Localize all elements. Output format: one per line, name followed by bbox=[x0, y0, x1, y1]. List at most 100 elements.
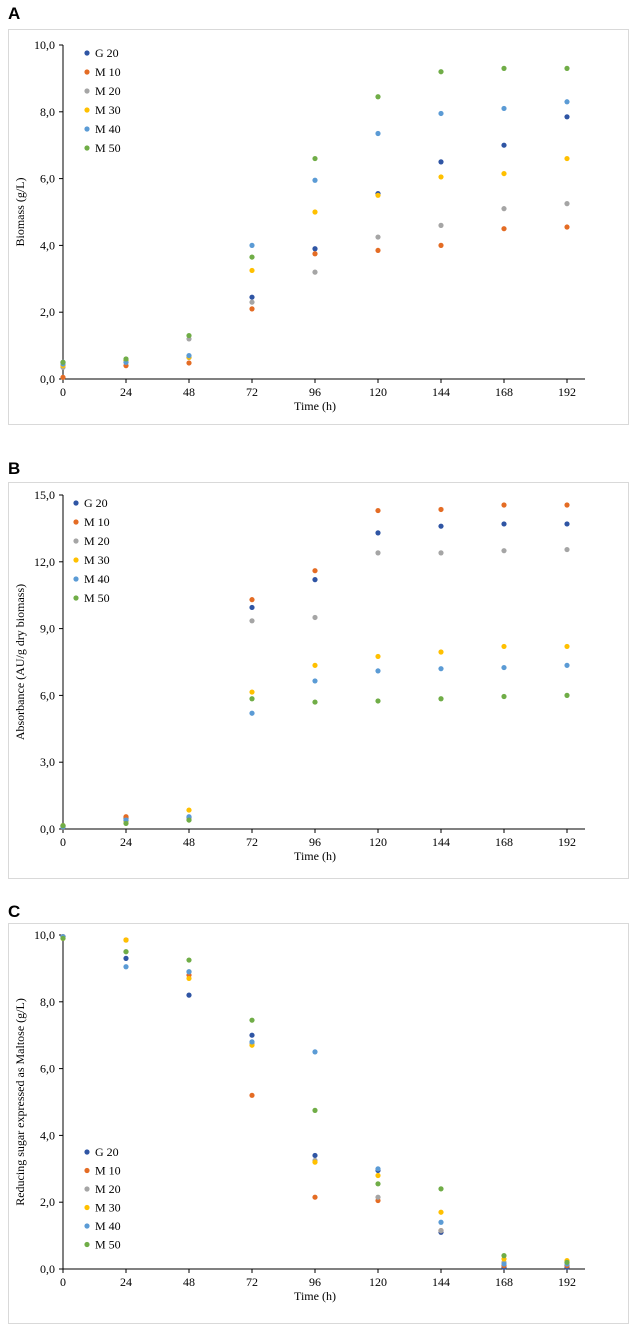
x-tick-label-b: 120 bbox=[369, 835, 387, 849]
data-point-b-m50 bbox=[249, 696, 255, 702]
panel-label-a: A bbox=[8, 4, 21, 23]
data-point-c-m40 bbox=[438, 1219, 444, 1225]
data-point-a-g20 bbox=[249, 294, 255, 300]
data-point-c-m40 bbox=[123, 964, 129, 970]
x-tick-label-b: 96 bbox=[309, 835, 321, 849]
x-tick-label-b: 192 bbox=[558, 835, 576, 849]
x-axis-title-a: Time (h) bbox=[294, 399, 336, 413]
x-tick-label-a: 192 bbox=[558, 385, 576, 399]
y-tick-label-a: 2,0 bbox=[40, 305, 55, 319]
data-point-a-m20 bbox=[501, 206, 507, 212]
data-point-b-m10 bbox=[375, 507, 381, 514]
legend-marker-a-m50 bbox=[84, 145, 90, 151]
legend-label-b: M 20 bbox=[84, 534, 110, 548]
data-point-b-m30 bbox=[186, 807, 192, 813]
x-tick-label-c: 168 bbox=[495, 1275, 513, 1289]
data-point-c-m30 bbox=[123, 937, 129, 943]
x-axis-title-c: Time (h) bbox=[294, 1289, 336, 1303]
y-tick-label-b: 15,0 bbox=[34, 488, 55, 502]
data-point-b-g20 bbox=[564, 521, 570, 527]
legend-marker-b-m50 bbox=[73, 595, 79, 601]
data-point-b-m10 bbox=[249, 597, 255, 603]
data-point-a-m40 bbox=[438, 110, 444, 117]
x-tick-label-b: 72 bbox=[246, 835, 258, 849]
x-tick-label-c: 48 bbox=[183, 1275, 195, 1289]
data-point-a-m50 bbox=[60, 359, 66, 365]
y-tick-label-a: 0,0 bbox=[40, 372, 55, 386]
y-tick-label-c: 0,0 bbox=[40, 1262, 55, 1276]
data-point-c-m50 bbox=[186, 957, 192, 963]
data-point-c-g20 bbox=[312, 1152, 318, 1159]
data-point-b-m50 bbox=[564, 692, 570, 699]
data-point-a-g20 bbox=[438, 159, 444, 165]
data-point-c-m50 bbox=[312, 1107, 318, 1113]
y-tick-label-b: 0,0 bbox=[40, 822, 55, 836]
data-point-c-m30 bbox=[375, 1172, 381, 1179]
data-point-a-m50 bbox=[438, 69, 444, 75]
legend-label-b: G 20 bbox=[84, 496, 108, 510]
x-tick-label-b: 48 bbox=[183, 835, 195, 849]
data-point-a-m10 bbox=[60, 374, 66, 380]
data-point-c-m50 bbox=[438, 1186, 444, 1192]
legend-label-b: M 30 bbox=[84, 553, 110, 567]
legend-label-a: M 10 bbox=[95, 65, 121, 79]
data-point-c-g20 bbox=[123, 955, 129, 961]
y-tick-label-a: 4,0 bbox=[40, 238, 55, 252]
x-tick-label-a: 96 bbox=[309, 385, 321, 399]
data-point-c-m50 bbox=[123, 949, 129, 955]
x-tick-label-c: 0 bbox=[60, 1275, 66, 1289]
data-point-a-m10 bbox=[501, 226, 507, 232]
data-point-b-m20 bbox=[564, 546, 570, 553]
data-point-a-m10 bbox=[249, 306, 255, 312]
data-point-a-m40 bbox=[312, 177, 318, 183]
chart-panel-b bbox=[8, 482, 629, 879]
data-point-b-g20 bbox=[249, 604, 255, 611]
legend-marker-a-m20 bbox=[84, 88, 90, 94]
data-point-c-m30 bbox=[186, 975, 192, 982]
y-tick-label-b: 3,0 bbox=[40, 755, 55, 769]
y-tick-label-c: 10,0 bbox=[34, 928, 55, 942]
data-point-a-m20 bbox=[438, 222, 444, 228]
y-tick-label-a: 6,0 bbox=[40, 172, 55, 186]
data-point-a-m20 bbox=[375, 234, 381, 240]
data-point-a-m40 bbox=[249, 242, 255, 248]
data-point-b-m10 bbox=[564, 502, 570, 508]
data-point-b-m50 bbox=[375, 698, 381, 704]
x-tick-label-a: 48 bbox=[183, 385, 195, 399]
legend-marker-b-m20 bbox=[73, 538, 79, 544]
x-tick-label-b: 144 bbox=[432, 835, 450, 849]
data-point-a-m50 bbox=[564, 65, 570, 71]
data-point-a-m10 bbox=[312, 251, 318, 257]
data-point-a-m50 bbox=[375, 94, 381, 100]
y-axis-title-b: Absorbance (AU/g dry biomass) bbox=[13, 584, 27, 740]
x-tick-label-c: 144 bbox=[432, 1275, 450, 1289]
legend-label-c: G 20 bbox=[95, 1145, 119, 1159]
y-tick-label-b: 6,0 bbox=[40, 688, 55, 702]
x-tick-label-b: 0 bbox=[60, 835, 66, 849]
data-point-b-m40 bbox=[249, 710, 255, 716]
data-point-c-m40 bbox=[312, 1049, 318, 1055]
data-point-b-g20 bbox=[312, 577, 318, 583]
x-tick-label-a: 24 bbox=[120, 385, 132, 399]
x-tick-label-c: 96 bbox=[309, 1275, 321, 1289]
x-tick-label-b: 24 bbox=[120, 835, 132, 849]
data-point-a-m50 bbox=[123, 356, 129, 362]
legend-marker-c-m10 bbox=[84, 1167, 90, 1174]
data-point-a-m30 bbox=[249, 267, 255, 274]
data-point-a-m40 bbox=[375, 130, 381, 137]
legend-label-a: G 20 bbox=[95, 46, 119, 60]
data-point-a-m30 bbox=[312, 209, 318, 215]
data-point-b-m50 bbox=[186, 817, 192, 823]
data-point-a-m20 bbox=[312, 269, 318, 275]
data-point-a-m10 bbox=[375, 247, 381, 254]
data-point-c-m40 bbox=[249, 1039, 255, 1045]
data-point-b-g20 bbox=[501, 521, 507, 527]
data-point-a-m30 bbox=[438, 174, 444, 180]
x-tick-label-b: 168 bbox=[495, 835, 513, 849]
data-point-b-m50 bbox=[123, 820, 129, 827]
data-point-b-m20 bbox=[501, 548, 507, 554]
y-tick-label-b: 12,0 bbox=[34, 555, 55, 569]
y-tick-label-b: 9,0 bbox=[40, 622, 55, 636]
data-point-c-m30 bbox=[438, 1209, 444, 1215]
legend-label-b: M 40 bbox=[84, 572, 110, 586]
